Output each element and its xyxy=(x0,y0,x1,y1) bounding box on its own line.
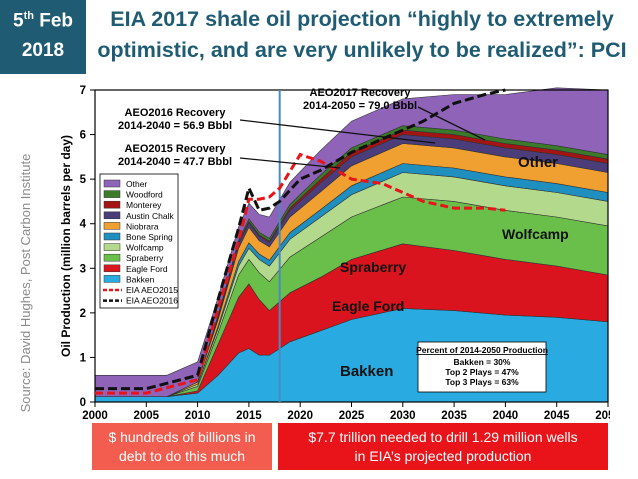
x-tick-label: 2040 xyxy=(493,410,519,422)
area-label-wolfcamp: Wolfcamp xyxy=(502,226,569,242)
x-tick-label: 2005 xyxy=(134,410,160,422)
x-tick-label: 2045 xyxy=(544,410,570,422)
legend-swatch xyxy=(103,275,121,283)
legend-label: Wolfcamp xyxy=(126,243,164,253)
debt-callout-line-2: debt to do this much xyxy=(118,447,246,464)
legend-label: Niobrara xyxy=(126,221,159,231)
y-tick-label: 0 xyxy=(80,397,86,409)
annotation-arrow xyxy=(239,157,341,169)
area-label-eagle-ford: Eagle Ford xyxy=(332,298,404,314)
cost-callout-line-2: in EIA’s projected production xyxy=(354,447,532,464)
area-label-spraberry: Spraberry xyxy=(340,259,406,275)
legend-swatch xyxy=(103,232,121,241)
percent-box-row: Top 3 Plays = 63% xyxy=(445,377,519,387)
legend-swatch xyxy=(103,264,121,273)
y-tick-label: 7 xyxy=(80,85,86,97)
x-tick-label: 2020 xyxy=(287,410,313,422)
x-tick-label: 2050 xyxy=(595,410,610,422)
y-tick-label: 2 xyxy=(80,308,86,320)
annotation-aeo2015-line: AEO2015 Recovery xyxy=(125,143,227,155)
x-tick-label: 2025 xyxy=(339,410,365,422)
x-tick-label: 2015 xyxy=(236,410,262,422)
annotation-aeo2017-line: AEO2017 Recovery xyxy=(310,87,412,99)
y-tick-label: 6 xyxy=(80,130,86,142)
area-label-bakken: Bakken xyxy=(340,363,393,380)
legend-swatch xyxy=(103,253,121,262)
x-tick-label: 2010 xyxy=(185,410,211,422)
legend-label: Monterey xyxy=(126,200,162,210)
legend-label: Eagle Ford xyxy=(126,264,168,274)
legend-label: EIA AEO2015 xyxy=(126,285,178,295)
legend-swatch xyxy=(103,190,121,198)
title-line-1: EIA 2017 shale oil projection “highly to… xyxy=(110,7,614,31)
legend-swatch xyxy=(103,222,121,230)
legend-label: Woodford xyxy=(126,190,163,200)
legend-swatch xyxy=(103,179,121,188)
date-year: 2018 xyxy=(21,40,65,61)
annotation-aeo2016-line: AEO2016 Recovery xyxy=(125,107,227,119)
debt-callout: $ hundreds of billions in debt to do this… xyxy=(92,423,272,470)
page-title: EIA 2017 shale oil projection “highly to… xyxy=(92,4,632,74)
legend-label: EIA AEO2016 xyxy=(126,296,178,306)
percent-box-row: Top 2 Plays = 47% xyxy=(445,367,519,377)
legend-label: Austin Chalk xyxy=(126,211,174,221)
date-badge: 5th Feb 2018 xyxy=(0,0,86,74)
legend-label: Other xyxy=(126,179,147,189)
line-eia-aeo2016 xyxy=(95,88,506,391)
y-axis-label: Oil Production (million barrels per day) xyxy=(59,135,73,357)
y-tick-label: 4 xyxy=(80,219,87,231)
annotation-aeo2017-line: 2014-2050 = 79.0 Bbbl xyxy=(303,100,417,112)
title-line-2: optimistic, and are very unlikely to be … xyxy=(97,38,627,62)
x-tick-label: 2035 xyxy=(441,410,467,422)
annotation-aeo2015-line: 2014-2040 = 47.7 Bbbl xyxy=(118,156,232,168)
percent-box-row: Bakken = 30% xyxy=(454,357,511,367)
production-chart: 2000 2005 2010 2015 2020 2025 2030 2035 2040 2045… xyxy=(59,85,610,422)
date-day-month: 5th Feb xyxy=(12,10,74,32)
annotation-arrow xyxy=(417,106,486,141)
legend-label: Spraberry xyxy=(126,253,164,263)
area-label-other: Other xyxy=(518,154,558,171)
source-credit: Source: David Hughes, Post Carbon Instit… xyxy=(18,153,33,413)
cost-callout: $7.7 trillion needed to drill 1.29 milli… xyxy=(278,423,608,470)
annotation-aeo2016-line: 2014-2040 = 56.9 Bbbl xyxy=(118,120,232,132)
y-tick-label: 3 xyxy=(80,263,86,275)
legend-swatch xyxy=(103,200,121,209)
y-tick-label: 1 xyxy=(80,352,87,364)
legend-swatch xyxy=(103,243,121,251)
percent-box-title: Percent of 2014-2050 Production xyxy=(416,345,548,355)
y-tick-label: 5 xyxy=(80,174,87,186)
debt-callout-line-1: $ hundreds of billions in xyxy=(108,428,256,445)
legend-swatch xyxy=(103,211,121,220)
legend-label: Bakken xyxy=(126,274,155,284)
percent-box xyxy=(417,341,547,393)
x-tick-label: 2030 xyxy=(390,410,416,422)
x-tick-label: 2000 xyxy=(82,410,108,422)
cost-callout-line-1: $7.7 trillion needed to drill 1.29 milli… xyxy=(308,428,578,445)
annotation-arrow xyxy=(239,119,436,144)
legend-label: Bone Spring xyxy=(126,232,173,242)
